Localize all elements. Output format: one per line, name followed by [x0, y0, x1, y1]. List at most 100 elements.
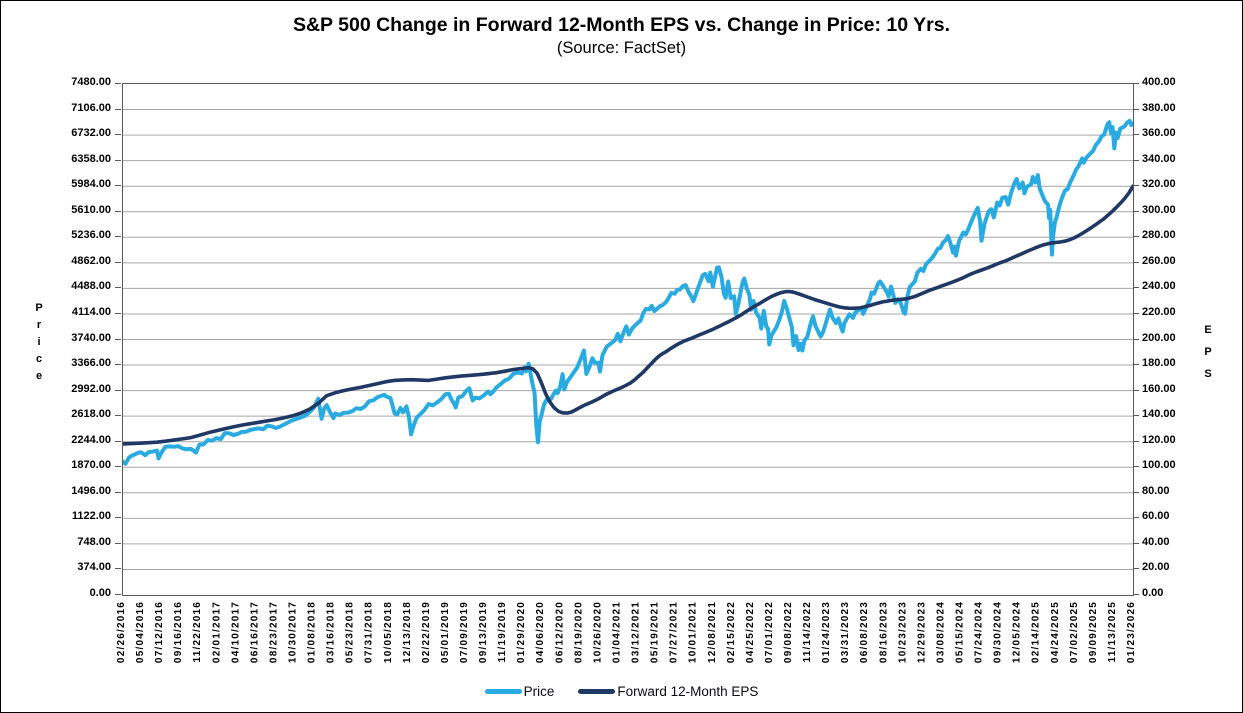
x-tick-label: 05/01/2019: [440, 601, 451, 664]
x-tick-label: 08/19/2020: [573, 601, 585, 664]
x-tick-label: 07/27/2021: [668, 601, 680, 664]
x-tick-label: 07/24/2024: [973, 601, 985, 664]
y-tick-mark-right: [1133, 134, 1139, 136]
y-tick-mark-left: [115, 466, 121, 468]
y-tick-label-right: 220.00: [1142, 305, 1176, 318]
y-tick-label-left: 5610.00: [71, 203, 111, 216]
x-tick-label: 07/31/2018: [363, 601, 375, 664]
page-subtitle: (Source: FactSet): [556, 39, 687, 57]
x-tick-label: 02/22/2019: [420, 601, 432, 664]
x-tick-label: 01/04/2021: [611, 601, 623, 664]
y-tick-mark-left: [115, 312, 121, 314]
x-tick-label: 10/30/2017: [287, 601, 299, 664]
y-tick-mark-right: [1133, 312, 1139, 314]
y-tick-mark-right: [1133, 159, 1139, 161]
y-tick-label-left: 6732.00: [71, 127, 111, 140]
legend-item-forward-12-month-eps: Forward 12-Month EPS: [578, 684, 758, 699]
y-tick-label-left: 7106.00: [71, 101, 111, 114]
y-tick-label-right: 340.00: [1142, 152, 1176, 165]
y-tick-label-right: 40.00: [1142, 535, 1170, 548]
y-tick-mark-left: [115, 261, 121, 263]
x-tick-label: 10/26/2020: [592, 601, 604, 664]
y-tick-mark-right: [1133, 491, 1139, 493]
legend-line-swatch: [578, 689, 616, 694]
x-tick-label: 11/22/2016: [192, 601, 204, 663]
y-tick-mark-left: [115, 236, 121, 238]
x-tick-label: 06/16/2017: [249, 601, 261, 664]
y-tick-mark-right: [1133, 83, 1139, 84]
y-tick-label-left: 4862.00: [71, 254, 111, 267]
x-tick-label: 07/02/2025: [1068, 601, 1080, 664]
y-tick-label-right: 0.00: [1142, 587, 1164, 599]
y-tick-label-right: 300.00: [1142, 203, 1176, 216]
y-tick-mark-left: [115, 491, 121, 493]
x-tick-label: 10/01/2021: [687, 601, 699, 664]
y-tick-mark-left: [115, 440, 121, 442]
y-tick-label-right: 140.00: [1142, 408, 1176, 421]
y-tick-label-left: 5236.00: [71, 229, 111, 242]
series-line-price: [123, 118, 1133, 466]
y-tick-label-right: 20.00: [1142, 561, 1170, 574]
y-tick-mark-left: [115, 134, 121, 136]
y-tick-mark-left: [115, 517, 121, 519]
y-tick-mark-left: [115, 108, 121, 110]
x-tick-label: 01/24/2023: [821, 601, 833, 664]
y-tick-label-left: 3366.00: [71, 357, 111, 370]
y-tick-label-left: 4488.00: [71, 280, 111, 293]
y-tick-label-left: 2992.00: [71, 382, 111, 395]
x-tick-label: 07/12/2016: [154, 601, 166, 664]
x-tick-label: 08/23/2017: [268, 601, 280, 664]
y-tick-label-left: 748.00: [77, 535, 111, 548]
series-line-forward-12-month-eps: [123, 184, 1133, 446]
legend-line-swatch: [484, 689, 522, 694]
y-tick-mark-left: [115, 542, 121, 544]
y-tick-label-right: 240.00: [1142, 280, 1176, 293]
x-tick-label: 04/24/2025: [1049, 601, 1061, 664]
y-tick-label-left: 2618.00: [71, 408, 111, 421]
y-tick-label-left: 1496.00: [71, 484, 111, 497]
y-tick-mark-right: [1133, 108, 1139, 110]
y-tick-label-right: 400.00: [1142, 76, 1176, 88]
x-tick-label: 02/26/2016: [116, 601, 127, 664]
x-tick-label: 02/14/2025: [1030, 601, 1042, 664]
x-tick-label: 04/25/2022: [744, 601, 756, 664]
y-tick-mark-right: [1133, 466, 1139, 468]
x-tick-label: 05/23/2018: [344, 601, 356, 664]
y-tick-mark-right: [1133, 364, 1139, 366]
x-tick-label: 11/14/2022: [802, 601, 813, 663]
y-tick-mark-right: [1133, 389, 1139, 391]
legend: Price Forward 12-Month EPS: [1, 684, 1242, 699]
y-tick-label-right: 160.00: [1142, 382, 1176, 395]
y-tick-label-left: 0.00: [89, 587, 111, 599]
y-tick-mark-left: [115, 338, 121, 340]
y-tick-mark-left: [115, 159, 121, 161]
x-tick-label: 03/12/2021: [630, 601, 642, 664]
legend-item-price: Price: [484, 684, 555, 699]
x-tick-label: 02/01/2017: [211, 601, 223, 664]
x-tick-label: 09/08/2022: [783, 601, 794, 664]
x-tick-label: 09/09/2025: [1087, 601, 1099, 664]
y-tick-mark-right: [1133, 287, 1139, 289]
plot-area: [122, 83, 1134, 596]
legend-label: Price: [523, 684, 555, 699]
x-tick-label: 05/15/2024: [954, 601, 966, 664]
x-tick-label: 09/13/2019: [478, 601, 490, 664]
y-tick-label-right: 200.00: [1142, 331, 1176, 344]
y-tick-label-right: 100.00: [1142, 459, 1176, 472]
page-title: S&P 500 Change in Forward 12-Month EPS v…: [292, 14, 951, 36]
x-tick-label: 06/12/2020: [554, 601, 566, 664]
x-tick-label: 01/08/2018: [306, 601, 318, 664]
y-tick-mark-right: [1133, 517, 1139, 519]
chart-canvas: [123, 109, 1133, 570]
x-tick-label: 01/29/2020: [516, 601, 528, 664]
y-tick-mark-left: [115, 364, 121, 366]
x-tick-label: 12/08/2021: [706, 601, 718, 664]
y-tick-mark-left: [115, 594, 121, 595]
x-tick-label: 12/05/2024: [1011, 601, 1023, 664]
y-tick-mark-left: [115, 389, 121, 391]
y-tick-label-right: 320.00: [1142, 178, 1176, 191]
y-tick-label-left: 2244.00: [71, 433, 111, 446]
y-tick-label-right: 260.00: [1142, 254, 1176, 267]
